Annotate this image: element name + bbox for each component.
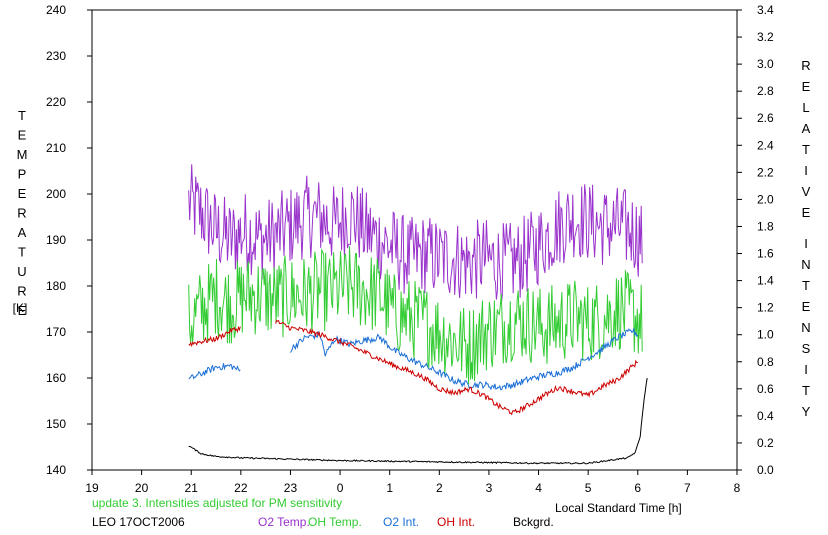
x-tick-label: 4 bbox=[535, 481, 542, 495]
x-axis-label: Local Standard Time [h] bbox=[555, 501, 682, 515]
left-tick-label: 170 bbox=[46, 325, 66, 339]
left-tick-label: 160 bbox=[46, 371, 66, 385]
left-tick-label: 200 bbox=[46, 187, 66, 201]
right-tick-label: 2.6 bbox=[757, 111, 774, 125]
series-line-o2-int bbox=[188, 363, 241, 380]
left-tick-label: 210 bbox=[46, 141, 66, 155]
x-tick-label: 22 bbox=[234, 481, 248, 495]
right-tick-label: 1.6 bbox=[757, 247, 774, 261]
right-tick-label: 3.0 bbox=[757, 57, 774, 71]
right-tick-label: 2.2 bbox=[757, 165, 774, 179]
legend-entry: O2 Int. bbox=[383, 515, 419, 529]
x-tick-label: 19 bbox=[85, 481, 99, 495]
left-tick-label: 140 bbox=[46, 463, 66, 477]
right-tick-label: 2.4 bbox=[757, 138, 774, 152]
x-tick-label: 2 bbox=[436, 481, 443, 495]
x-tick-label: 23 bbox=[284, 481, 298, 495]
right-tick-label: 3.4 bbox=[757, 3, 774, 17]
series-line-o2-int bbox=[290, 328, 639, 391]
x-tick-label: 1 bbox=[386, 481, 393, 495]
x-tick-label: 21 bbox=[185, 481, 199, 495]
series-line-oh-int bbox=[275, 319, 638, 416]
legend-entry: OH Temp. bbox=[308, 515, 362, 529]
left-tick-label: 230 bbox=[46, 49, 66, 63]
left-tick-label: 190 bbox=[46, 233, 66, 247]
left-axis-unit: [K] bbox=[13, 301, 28, 315]
right-tick-label: 0.0 bbox=[757, 463, 774, 477]
right-tick-label: 0.8 bbox=[757, 355, 774, 369]
left-tick-label: 150 bbox=[46, 417, 66, 431]
series-line-bckgrd bbox=[188, 377, 648, 465]
right-tick-label: 1.2 bbox=[757, 301, 774, 315]
left-tick-label: 180 bbox=[46, 279, 66, 293]
right-tick-label: 0.2 bbox=[757, 436, 774, 450]
note-text: update 3. Intensities adjusted for PM se… bbox=[92, 496, 342, 510]
right-tick-label: 2.0 bbox=[757, 192, 774, 206]
x-tick-label: 20 bbox=[135, 481, 149, 495]
left-tick-label: 220 bbox=[46, 95, 66, 109]
right-tick-label: 2.8 bbox=[757, 84, 774, 98]
axes-layer bbox=[87, 9, 742, 475]
legend-entry: O2 Temp. bbox=[258, 515, 310, 529]
x-tick-label: 0 bbox=[337, 481, 344, 495]
series-line-oh-int bbox=[188, 325, 241, 348]
text-layer: 19 20 21 22 23 0 1 2 3 4 5 6 7 8140150160170180190200… bbox=[13, 3, 811, 529]
legend-entry: OH Int. bbox=[437, 515, 475, 529]
series-line-o2-temp bbox=[188, 164, 643, 305]
right-tick-label: 0.6 bbox=[757, 382, 774, 396]
left-tick-label: 240 bbox=[46, 3, 66, 17]
x-tick-label: 6 bbox=[634, 481, 641, 495]
right-tick-label: 1.4 bbox=[757, 274, 774, 288]
x-tick-label: 8 bbox=[734, 481, 741, 495]
x-tick-label: 3 bbox=[486, 481, 493, 495]
station-date: LEO 17OCT2006 bbox=[92, 515, 185, 529]
right-tick-label: 1.8 bbox=[757, 219, 774, 233]
x-tick-label: 5 bbox=[585, 481, 592, 495]
right-tick-label: 3.2 bbox=[757, 30, 774, 44]
right-tick-label: 1.0 bbox=[757, 328, 774, 342]
right-tick-label: 0.4 bbox=[757, 409, 774, 423]
legend-entry: Bckgrd. bbox=[513, 515, 554, 529]
x-tick-label: 7 bbox=[684, 481, 691, 495]
series-layer bbox=[188, 164, 648, 465]
series-line-oh-temp bbox=[188, 246, 643, 385]
